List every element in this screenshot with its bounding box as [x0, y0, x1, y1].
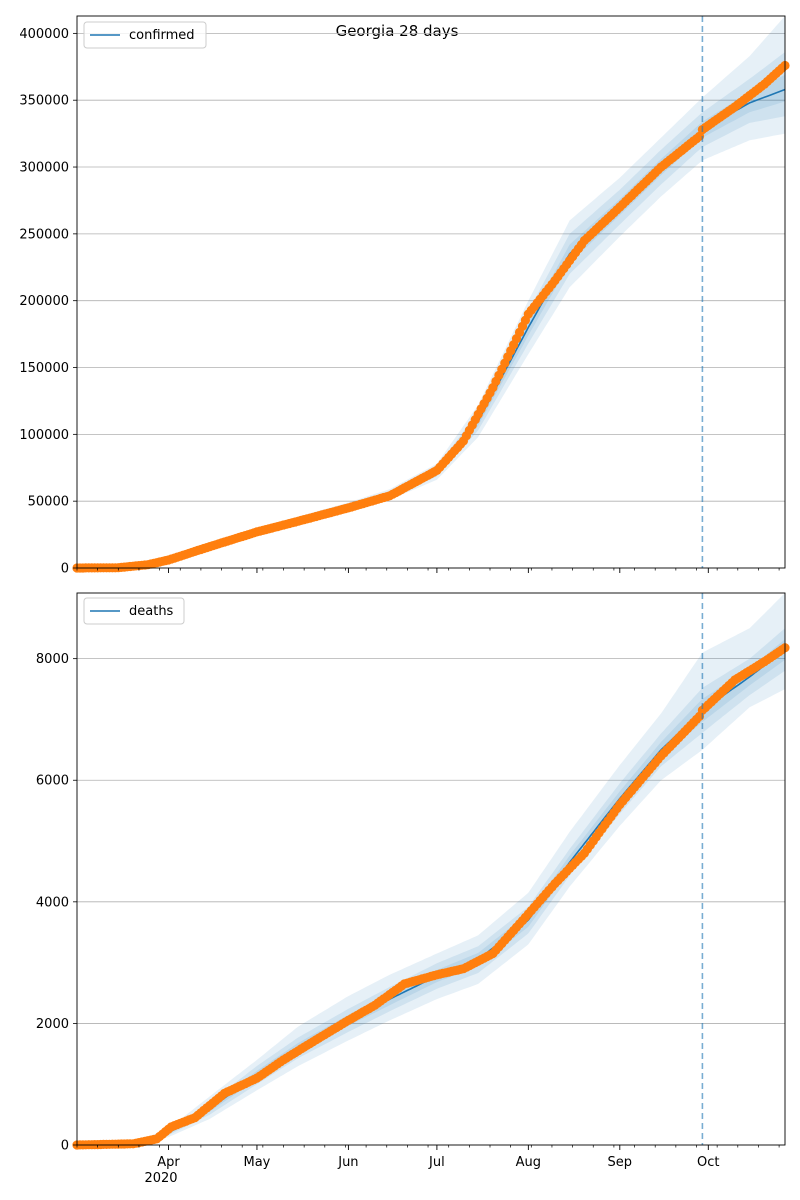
legend-label-deaths: deaths — [129, 604, 174, 619]
y-tick-label: 8000 — [36, 652, 69, 667]
x-tick-label: Apr — [157, 1155, 180, 1170]
legend-box — [83, 21, 207, 49]
legend-box — [83, 597, 185, 625]
chart-title: Georgia 28 days — [336, 22, 459, 40]
legend-label-confirmed: confirmed — [129, 28, 195, 43]
y-gridlines — [77, 32, 785, 502]
x-tick-label: Aug — [516, 1155, 541, 1170]
y-tick-label: 250000 — [19, 227, 69, 242]
x-tick-label: Oct — [697, 1155, 719, 1170]
uncertainty-bands — [77, 593, 785, 1145]
axes-frame — [76, 15, 786, 569]
x-axis-ticks — [76, 568, 780, 573]
plot-frame — [76, 15, 786, 569]
y-tick-label: 100000 — [19, 428, 69, 443]
plot-frame — [76, 592, 786, 1146]
legend: deaths — [83, 597, 185, 625]
axes-frame — [76, 592, 786, 1146]
confirmed-panel: 0 50000 100000 150000 200000 250000 300000 3500… — [19, 15, 790, 577]
y-tick-label: 4000 — [36, 895, 69, 910]
y-tick-label: 2000 — [36, 1017, 69, 1032]
x-tick-label: Sep — [608, 1155, 633, 1170]
y-tick-label: 50000 — [28, 495, 69, 510]
y-tick-label: 300000 — [19, 161, 69, 176]
x-tick-label: May — [244, 1155, 271, 1170]
uncertainty-band-1 — [77, 16, 785, 568]
y-tick-label: 200000 — [19, 294, 69, 309]
y-tick-label: 6000 — [36, 774, 69, 789]
x-tick-label: Jun — [337, 1155, 358, 1170]
y-tick-label: 0 — [61, 562, 69, 577]
legend: confirmed — [83, 21, 207, 49]
y-axis-ticks: 0 2000 4000 6000 8000 — [36, 652, 77, 1154]
y-axis-ticks: 0 50000 100000 150000 200000 250000 300000 3500… — [19, 27, 77, 577]
y-tick-label: 400000 — [19, 27, 69, 42]
uncertainty-band-1 — [77, 593, 785, 1145]
uncertainty-bands — [77, 16, 785, 569]
y-tick-label: 350000 — [19, 94, 69, 109]
x-axis-ticks: Apr May Jun Jul Aug Sep Oct — [76, 1145, 780, 1170]
y-tick-label: 0 — [61, 1139, 69, 1154]
x-tick-label: Jul — [428, 1155, 445, 1170]
y-gridlines — [77, 658, 785, 1024]
x-year-label: 2020 — [144, 1171, 177, 1186]
observed-points — [72, 643, 790, 1150]
y-tick-label: 150000 — [19, 361, 69, 376]
